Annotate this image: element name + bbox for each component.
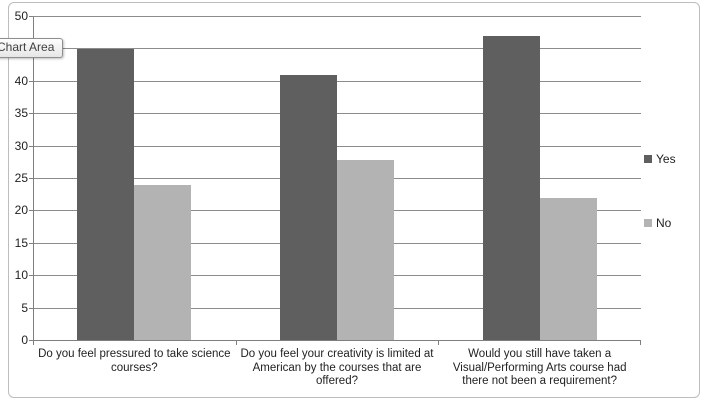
y-axis-label-5: 5 (21, 300, 28, 315)
y-axis-line (33, 17, 34, 341)
x-tick-1 (235, 341, 237, 345)
y-axis-label-50: 50 (14, 9, 28, 23)
legend-swatch-no (644, 219, 652, 227)
y-axis-label-30: 30 (14, 138, 28, 153)
chart-area-tooltip: Chart Area (0, 38, 64, 58)
legend-item-no[interactable]: No (644, 216, 671, 230)
y-tick-0 (29, 340, 33, 341)
y-tick-50 (29, 16, 33, 17)
bar-yes-1[interactable] (77, 49, 135, 341)
bar-no-2[interactable] (337, 159, 394, 341)
gridline-35 (33, 113, 641, 115)
y-axis-label-25: 25 (14, 171, 28, 185)
gridline-50 (33, 16, 641, 17)
y-tick-20 (29, 210, 33, 212)
y-axis-label-40: 40 (14, 73, 28, 88)
y-tick-35 (29, 113, 33, 115)
legend-item-yes[interactable]: Yes (644, 152, 676, 166)
x-axis-label-3: Would you still have taken a Visual/Perf… (452, 348, 627, 387)
x-tick-0 (33, 341, 34, 345)
x-axis-label-2: Do you feel your creativity is limited a… (240, 348, 434, 387)
gridline-45 (33, 48, 641, 50)
y-tick-5 (29, 307, 33, 309)
bar-no-1[interactable] (134, 185, 192, 341)
x-axis-line (33, 340, 641, 341)
y-axis-label-35: 35 (14, 106, 28, 121)
y-tick-10 (29, 275, 33, 277)
gridline-30 (33, 145, 641, 147)
y-tick-15 (29, 242, 33, 244)
x-tick-3 (640, 341, 641, 345)
y-tick-40 (29, 80, 33, 82)
legend-label-yes: Yes (656, 152, 676, 166)
y-tick-25 (29, 178, 33, 179)
y-axis-label-20: 20 (14, 203, 28, 218)
bar-yes-2[interactable] (280, 75, 337, 341)
y-axis-label-15: 15 (14, 235, 28, 250)
x-tick-2 (438, 341, 440, 345)
legend-label-no: No (656, 216, 672, 230)
y-tick-30 (29, 145, 33, 147)
bar-yes-3[interactable] (482, 36, 540, 341)
y-axis-label-0: 0 (21, 333, 28, 347)
y-axis-label-10: 10 (14, 268, 28, 283)
legend-swatch-yes (644, 155, 652, 163)
x-axis-label-1: Do you feel pressured to take science co… (38, 348, 231, 374)
gridline-40 (33, 80, 641, 82)
bar-no-3[interactable] (539, 198, 597, 341)
